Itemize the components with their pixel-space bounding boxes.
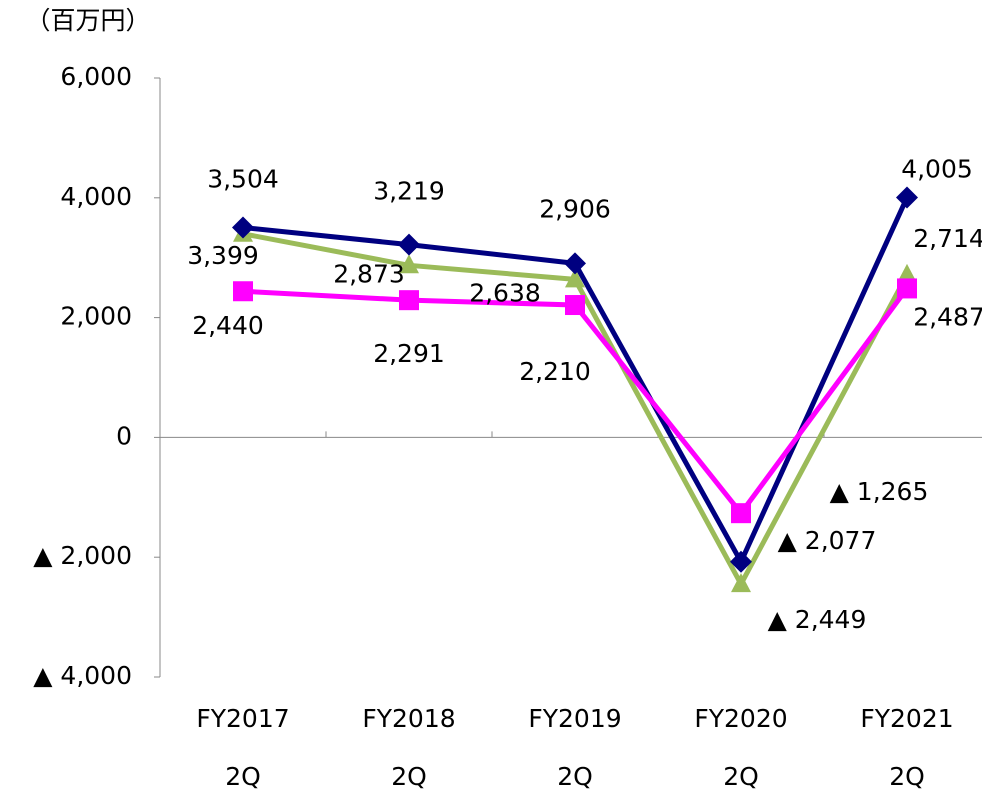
point bbox=[565, 268, 585, 288]
data-label: 2,487 bbox=[913, 302, 982, 331]
x-tick-label: FY2017 bbox=[196, 704, 289, 733]
y-tick-label: 4,000 bbox=[60, 182, 132, 211]
y-tick-label: 0 bbox=[116, 421, 132, 450]
x-tick-label: 2Q bbox=[889, 762, 925, 791]
y-tick-label: ▲ 2,000 bbox=[33, 541, 132, 570]
point bbox=[730, 550, 752, 573]
data-label: 3,399 bbox=[187, 241, 259, 270]
data-label: 2,210 bbox=[519, 357, 591, 386]
point bbox=[565, 295, 585, 316]
point bbox=[731, 573, 751, 593]
x-tick-label: FY2018 bbox=[362, 704, 455, 733]
x-tick-label: 2Q bbox=[391, 762, 427, 791]
y-tick-label: ▲ 4,000 bbox=[33, 661, 132, 690]
data-label: 2,714 bbox=[913, 224, 982, 253]
data-label: 2,906 bbox=[539, 194, 611, 223]
data-label: 2,873 bbox=[333, 259, 405, 288]
data-label: 3,219 bbox=[373, 177, 445, 206]
point bbox=[897, 278, 917, 299]
point bbox=[731, 503, 751, 524]
x-tick-label: FY2020 bbox=[694, 704, 787, 733]
point bbox=[233, 281, 253, 302]
x-tick-label: FY2021 bbox=[860, 704, 953, 733]
point bbox=[232, 216, 254, 239]
point bbox=[897, 263, 917, 283]
x-tick-label: 2Q bbox=[723, 762, 759, 791]
y-axis-label: （百万円） bbox=[25, 6, 150, 35]
point bbox=[399, 290, 419, 311]
series-line bbox=[242, 286, 910, 516]
y-tick-label: 2,000 bbox=[60, 302, 132, 331]
x-tick-label: 2Q bbox=[557, 762, 593, 791]
x-tick-label: FY2019 bbox=[528, 704, 621, 733]
y-tick-label: 6,000 bbox=[60, 62, 132, 91]
data-label: 4,005 bbox=[901, 155, 973, 184]
data-label: ▲ 2,449 bbox=[768, 605, 867, 634]
point bbox=[564, 252, 586, 275]
data-label: ▲ 1,265 bbox=[830, 477, 929, 506]
data-label: 2,291 bbox=[373, 339, 445, 368]
point bbox=[399, 254, 419, 274]
point bbox=[398, 233, 420, 256]
x-tick-label: 2Q bbox=[225, 762, 261, 791]
data-label: ▲ 2,077 bbox=[778, 526, 877, 555]
point bbox=[896, 186, 918, 209]
data-label: 2,440 bbox=[192, 311, 264, 340]
data-label: 2,638 bbox=[469, 278, 541, 307]
data-label: 3,504 bbox=[207, 165, 279, 194]
